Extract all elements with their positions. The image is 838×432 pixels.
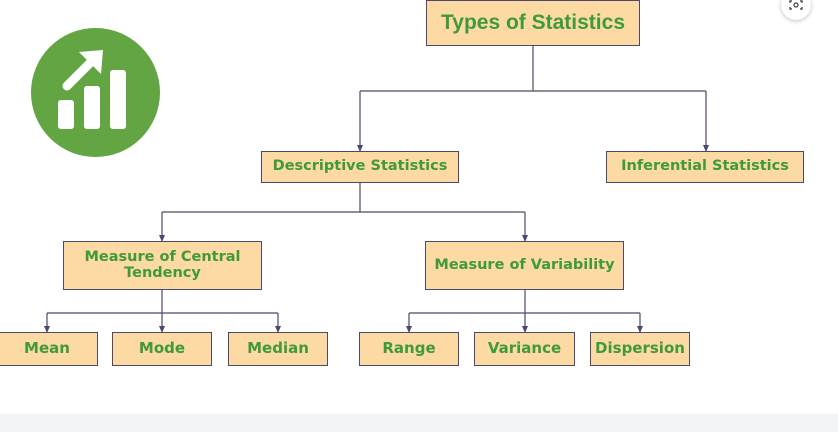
node-dispersion: Dispersion bbox=[590, 332, 690, 366]
node-descriptive-statistics: Descriptive Statistics bbox=[261, 151, 459, 183]
node-mode: Mode bbox=[112, 332, 212, 366]
node-variance: Variance bbox=[474, 332, 575, 366]
node-measure-of-variability: Measure of Variability bbox=[425, 241, 624, 290]
bar-chart-growth-icon bbox=[31, 28, 160, 157]
node-types-of-statistics: Types of Statistics bbox=[426, 0, 640, 46]
node-range: Range bbox=[359, 332, 459, 366]
visual-search-icon[interactable] bbox=[781, 0, 811, 20]
node-inferential-statistics: Inferential Statistics bbox=[606, 151, 804, 183]
node-mean: Mean bbox=[0, 332, 98, 366]
node-measure-of-central-tendency: Measure of Central Tendency bbox=[63, 241, 262, 290]
bottom-bar bbox=[0, 414, 838, 432]
node-median: Median bbox=[228, 332, 328, 366]
